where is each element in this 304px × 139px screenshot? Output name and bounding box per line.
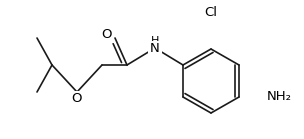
Text: O: O [102, 28, 112, 42]
Text: NH₂: NH₂ [267, 90, 292, 104]
Text: H: H [151, 36, 159, 46]
Text: Cl: Cl [205, 7, 217, 19]
Text: N: N [150, 43, 160, 55]
Text: O: O [72, 92, 82, 106]
